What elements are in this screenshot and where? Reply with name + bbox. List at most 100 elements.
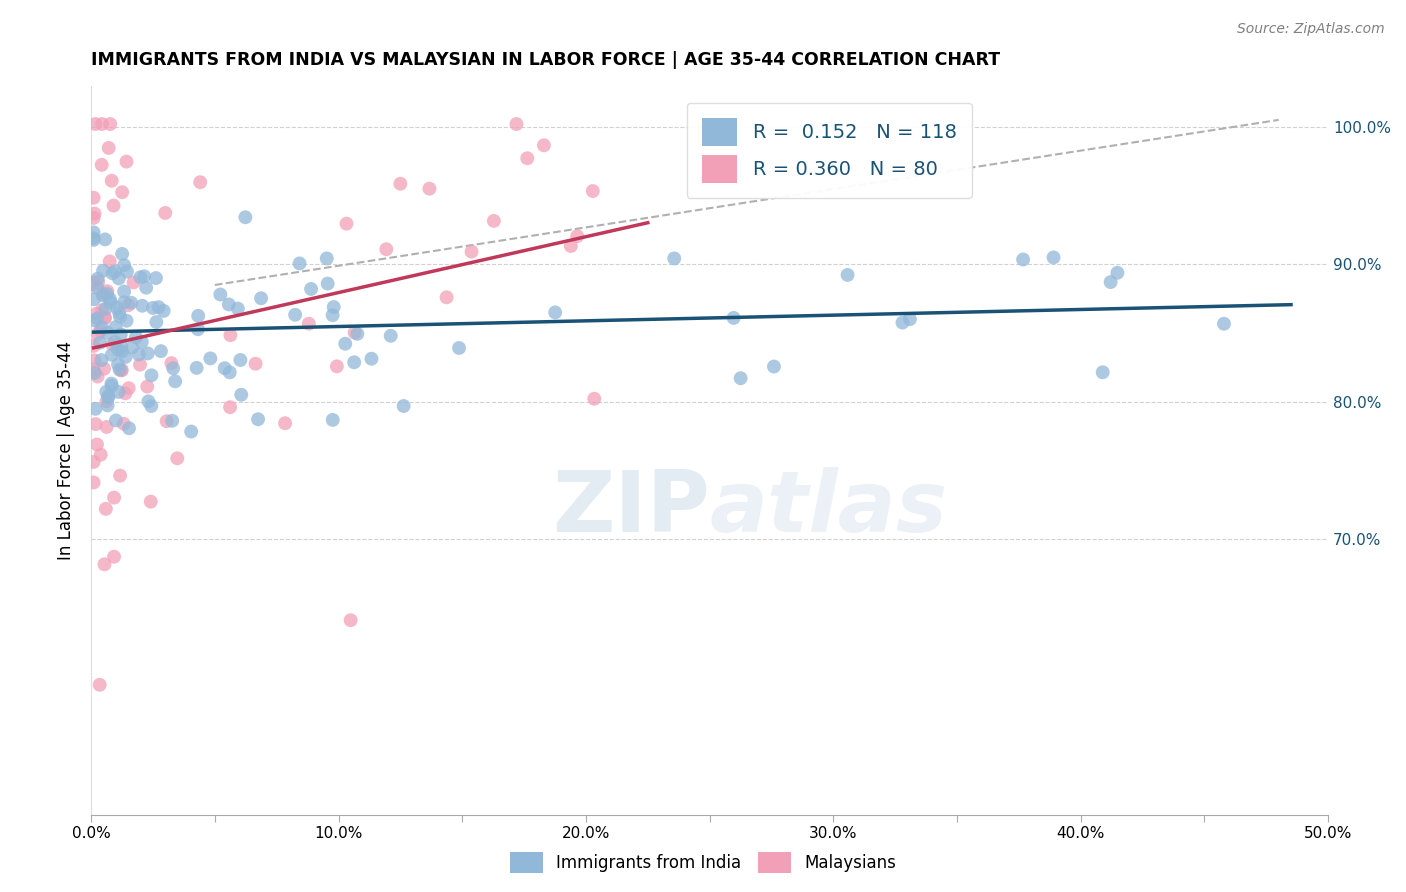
Point bbox=[108, 271, 131, 285]
Point bbox=[93, 361, 115, 376]
Point bbox=[898, 312, 921, 326]
Point bbox=[103, 549, 125, 564]
Point bbox=[87, 275, 110, 289]
Point bbox=[131, 334, 153, 349]
Point bbox=[138, 394, 160, 409]
Point bbox=[86, 437, 108, 451]
Point bbox=[136, 379, 159, 393]
Point bbox=[91, 288, 114, 302]
Point bbox=[274, 416, 297, 430]
Point bbox=[90, 448, 112, 462]
Point bbox=[101, 266, 124, 280]
Point bbox=[141, 399, 163, 413]
Point bbox=[247, 412, 270, 426]
Point bbox=[1213, 317, 1236, 331]
Point bbox=[155, 206, 177, 220]
Y-axis label: In Labor Force | Age 35-44: In Labor Force | Age 35-44 bbox=[58, 341, 75, 559]
Point bbox=[129, 270, 152, 285]
Point bbox=[107, 343, 129, 357]
Point bbox=[1107, 266, 1129, 280]
Point bbox=[1042, 251, 1064, 265]
Point bbox=[90, 320, 112, 334]
Point bbox=[110, 339, 132, 353]
Point bbox=[214, 361, 236, 376]
Point bbox=[84, 117, 107, 131]
Point bbox=[89, 678, 111, 692]
Point bbox=[229, 353, 252, 368]
Point bbox=[122, 276, 145, 290]
Point bbox=[90, 117, 112, 131]
Point bbox=[111, 344, 134, 359]
Point bbox=[101, 337, 124, 351]
Point bbox=[108, 310, 131, 324]
Point bbox=[100, 376, 122, 391]
Point bbox=[96, 384, 118, 399]
Point bbox=[86, 281, 108, 295]
Point bbox=[83, 339, 105, 353]
Point bbox=[83, 191, 105, 205]
Point bbox=[142, 301, 165, 315]
Point bbox=[115, 314, 138, 328]
Point bbox=[160, 414, 183, 428]
Point bbox=[114, 386, 136, 401]
Point bbox=[418, 181, 440, 195]
Point bbox=[90, 353, 112, 368]
Point bbox=[343, 355, 366, 369]
Point bbox=[90, 158, 112, 172]
Point bbox=[96, 284, 118, 298]
Point bbox=[141, 368, 163, 383]
Point bbox=[209, 287, 232, 301]
Point bbox=[104, 334, 127, 349]
Point bbox=[94, 501, 117, 516]
Point bbox=[583, 392, 606, 406]
Point bbox=[100, 295, 122, 310]
Point bbox=[891, 316, 914, 330]
Point bbox=[104, 264, 127, 278]
Point bbox=[762, 359, 785, 374]
Point bbox=[339, 613, 361, 627]
Point bbox=[125, 330, 148, 344]
Point bbox=[118, 421, 141, 435]
Text: IMMIGRANTS FROM INDIA VS MALAYSIAN IN LABOR FORCE | AGE 35-44 CORRELATION CHART: IMMIGRANTS FROM INDIA VS MALAYSIAN IN LA… bbox=[91, 51, 1000, 69]
Point bbox=[186, 360, 208, 375]
Point bbox=[112, 258, 135, 272]
Point bbox=[284, 308, 307, 322]
Point bbox=[112, 295, 135, 310]
Point bbox=[96, 394, 118, 409]
Point bbox=[86, 311, 108, 326]
Point bbox=[460, 244, 482, 259]
Point bbox=[299, 282, 322, 296]
Point bbox=[86, 369, 108, 384]
Point bbox=[86, 271, 108, 285]
Point bbox=[89, 324, 111, 338]
Point bbox=[149, 344, 172, 359]
Point bbox=[218, 297, 240, 311]
Point bbox=[1012, 252, 1035, 267]
Point bbox=[112, 285, 135, 299]
Point bbox=[91, 287, 114, 301]
Point bbox=[664, 252, 686, 266]
Point bbox=[436, 290, 458, 304]
Point bbox=[93, 558, 115, 572]
Point bbox=[231, 388, 253, 402]
Point bbox=[83, 455, 105, 469]
Point bbox=[110, 363, 132, 377]
Point bbox=[91, 303, 114, 318]
Point bbox=[298, 317, 321, 331]
Point bbox=[94, 310, 117, 325]
Point bbox=[100, 174, 122, 188]
Point bbox=[84, 417, 107, 431]
Point bbox=[245, 357, 267, 371]
Point bbox=[148, 300, 170, 314]
Point bbox=[139, 494, 162, 508]
Point bbox=[162, 361, 184, 376]
Point bbox=[346, 326, 368, 341]
Point bbox=[83, 475, 105, 490]
Point bbox=[104, 413, 127, 427]
Point bbox=[343, 326, 366, 340]
Point bbox=[117, 298, 139, 312]
Point bbox=[83, 277, 105, 292]
Point bbox=[83, 231, 105, 245]
Point bbox=[380, 328, 402, 343]
Point bbox=[115, 264, 138, 278]
